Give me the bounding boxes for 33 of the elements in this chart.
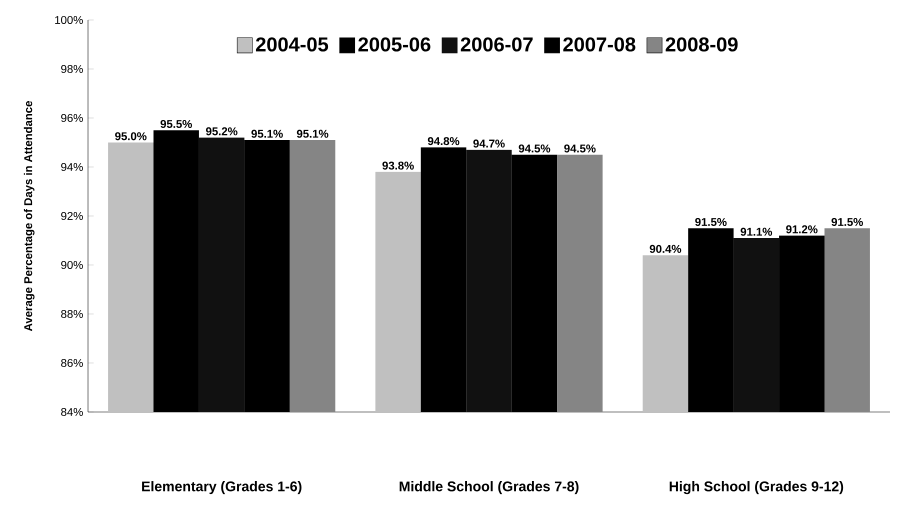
data-label: 94.8% — [428, 137, 460, 146]
data-label: 94.5% — [564, 144, 596, 152]
x-tick-label: Elementary (Grades 1-6) — [142, 481, 302, 494]
x-tick-label: Middle School (Grades 7-8) — [400, 481, 579, 494]
y-tick-label: 98% — [61, 64, 83, 73]
y-tick-label: 94% — [61, 162, 83, 171]
data-label: 94.7% — [473, 140, 505, 148]
data-label: 95.2% — [206, 127, 238, 136]
x-tick-label: High School (Grades 9-12) — [670, 481, 844, 494]
data-label: 93.8% — [382, 162, 414, 170]
data-label: 94.5% — [518, 144, 550, 152]
data-label: 95.5% — [160, 120, 192, 128]
data-label: 91.5% — [695, 218, 727, 226]
data-label: 95.1% — [296, 130, 328, 138]
y-tick-label: 92% — [61, 212, 83, 220]
y-tick-label: 84% — [61, 408, 83, 416]
y-tick-label: 88% — [61, 310, 83, 318]
legend-label: 2005-06 — [358, 37, 430, 52]
legend-label: 2008-09 — [666, 37, 738, 52]
data-label: 95.0% — [115, 132, 147, 140]
legend-label: 2004-05 — [256, 37, 328, 52]
y-tick-label: 90% — [61, 260, 83, 269]
y-axis-title: Average Percentage of Days in Attendance — [24, 101, 34, 332]
data-label: 90.4% — [650, 244, 682, 253]
data-label: 91.1% — [740, 228, 772, 236]
data-label: 91.2% — [786, 225, 818, 234]
data-label: 91.5% — [832, 218, 863, 226]
data-label: 95.1% — [251, 130, 283, 138]
y-tick-label: 96% — [61, 114, 83, 122]
y-tick-label: 86% — [61, 358, 83, 367]
legend-label: 2006-07 — [460, 37, 533, 52]
y-tick-label: 100% — [55, 16, 83, 24]
legend-label: 2007-08 — [563, 37, 636, 52]
